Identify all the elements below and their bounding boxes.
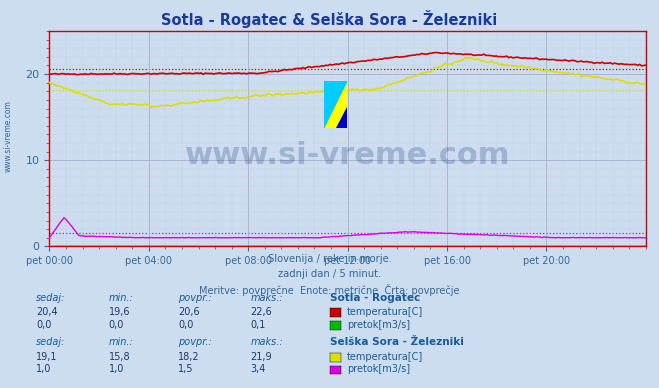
Text: 1,5: 1,5 xyxy=(178,364,194,374)
Text: Sotla - Rogatec & Selška Sora - Železniki: Sotla - Rogatec & Selška Sora - Železnik… xyxy=(161,10,498,28)
Text: 0,1: 0,1 xyxy=(250,320,266,330)
Text: pretok[m3/s]: pretok[m3/s] xyxy=(347,320,410,330)
Text: www.si-vreme.com: www.si-vreme.com xyxy=(185,142,510,170)
Text: 19,6: 19,6 xyxy=(109,307,130,317)
Text: Slovenija / reke in morje.: Slovenija / reke in morje. xyxy=(268,254,391,264)
Text: sedaj:: sedaj: xyxy=(36,337,66,347)
Text: zadnji dan / 5 minut.: zadnji dan / 5 minut. xyxy=(278,269,381,279)
Text: povpr.:: povpr.: xyxy=(178,337,212,347)
Text: 1,0: 1,0 xyxy=(109,364,124,374)
Text: 15,8: 15,8 xyxy=(109,352,130,362)
Text: Meritve: povprečne  Enote: metrične  Črta: povprečje: Meritve: povprečne Enote: metrične Črta:… xyxy=(199,284,460,296)
Text: 1,0: 1,0 xyxy=(36,364,51,374)
Polygon shape xyxy=(337,107,347,128)
Text: 20,4: 20,4 xyxy=(36,307,58,317)
Text: pretok[m3/s]: pretok[m3/s] xyxy=(347,364,410,374)
Text: povpr.:: povpr.: xyxy=(178,293,212,303)
Text: 18,2: 18,2 xyxy=(178,352,200,362)
Text: Sotla - Rogatec: Sotla - Rogatec xyxy=(330,293,420,303)
Polygon shape xyxy=(324,81,347,128)
Polygon shape xyxy=(324,81,347,128)
Text: temperatura[C]: temperatura[C] xyxy=(347,352,423,362)
Text: 21,9: 21,9 xyxy=(250,352,272,362)
Text: Selška Sora - Železniki: Selška Sora - Železniki xyxy=(330,337,463,347)
Text: maks.:: maks.: xyxy=(250,293,283,303)
Text: min.:: min.: xyxy=(109,337,134,347)
Text: maks.:: maks.: xyxy=(250,337,283,347)
Text: 20,6: 20,6 xyxy=(178,307,200,317)
Text: min.:: min.: xyxy=(109,293,134,303)
Text: 0,0: 0,0 xyxy=(178,320,193,330)
Text: 0,0: 0,0 xyxy=(36,320,51,330)
Text: 22,6: 22,6 xyxy=(250,307,272,317)
Text: temperatura[C]: temperatura[C] xyxy=(347,307,423,317)
Text: sedaj:: sedaj: xyxy=(36,293,66,303)
Text: 3,4: 3,4 xyxy=(250,364,266,374)
Text: www.si-vreme.com: www.si-vreme.com xyxy=(3,100,13,172)
Text: 0,0: 0,0 xyxy=(109,320,124,330)
Text: 19,1: 19,1 xyxy=(36,352,58,362)
